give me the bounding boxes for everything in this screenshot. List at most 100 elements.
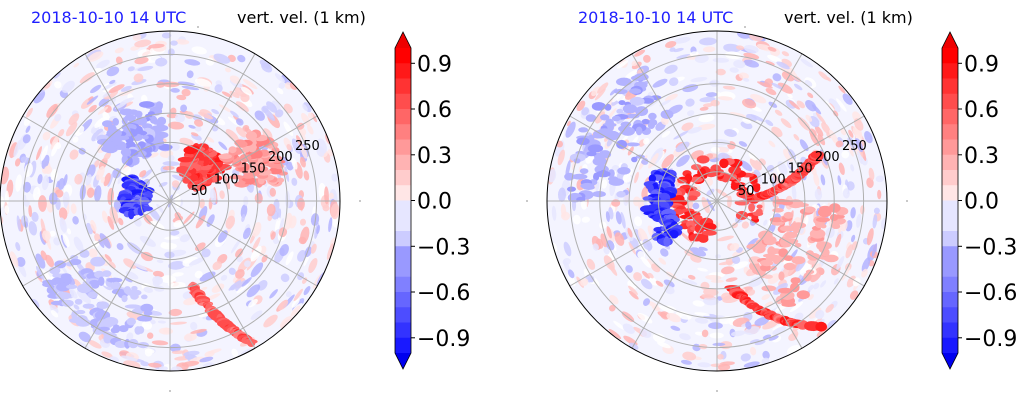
heatmap-cell bbox=[592, 134, 606, 139]
heatmap-cell bbox=[148, 43, 165, 49]
radial-tick-label: 250 bbox=[842, 139, 867, 154]
heatmap-cell bbox=[141, 94, 148, 103]
heatmap-cell bbox=[16, 256, 26, 267]
heatmap-cell bbox=[235, 101, 249, 112]
heatmap-cell bbox=[25, 125, 31, 133]
heatmap-cell bbox=[778, 271, 785, 281]
heatmap-cell bbox=[572, 214, 581, 225]
heatmap-cell bbox=[245, 131, 257, 141]
heatmap-cell bbox=[841, 150, 850, 159]
heatmap-cell bbox=[694, 54, 709, 63]
heatmap-cell bbox=[705, 92, 718, 98]
heatmap-cell bbox=[293, 288, 303, 302]
heatmap-cell bbox=[134, 56, 149, 65]
heatmap-cell bbox=[299, 156, 306, 168]
heatmap-cell bbox=[599, 221, 607, 230]
heatmap-cell bbox=[204, 350, 215, 358]
heatmap-cell bbox=[66, 284, 78, 289]
heatmap-cell bbox=[699, 96, 716, 103]
heatmap-cell bbox=[173, 220, 184, 228]
heatmap-cell bbox=[186, 70, 194, 79]
heatmap-cell bbox=[90, 84, 102, 94]
heatmap-cell bbox=[307, 112, 314, 119]
heatmap-cell bbox=[813, 172, 820, 187]
heatmap-cell bbox=[236, 126, 247, 138]
heatmap-cell bbox=[133, 217, 142, 227]
heatmap-cell bbox=[628, 285, 638, 295]
heatmap-cell bbox=[580, 278, 589, 287]
heatmap-cell bbox=[675, 141, 690, 153]
heatmap-cell bbox=[109, 79, 116, 85]
chart-panel-left: 2018-10-10 14 UTC vert. vel. (1 km) 50 10… bbox=[0, 8, 470, 392]
heatmap-cell bbox=[648, 112, 657, 120]
heatmap-cell bbox=[54, 72, 61, 79]
heatmap-cell bbox=[73, 236, 84, 252]
heatmap-cell bbox=[28, 205, 33, 218]
heatmap-cell bbox=[768, 335, 779, 341]
colorbar-segment bbox=[942, 154, 958, 171]
heatmap-cell bbox=[96, 59, 110, 69]
heatmap-cell bbox=[237, 54, 246, 63]
heatmap-cell bbox=[310, 243, 317, 254]
heatmap-cell bbox=[750, 346, 757, 356]
heatmap-cell bbox=[714, 254, 721, 259]
angular-tick-mark bbox=[169, 390, 171, 392]
heatmap-cell bbox=[721, 266, 735, 275]
heatmap-cell bbox=[696, 155, 710, 164]
chart-title-left: 2018-10-10 14 UTC bbox=[31, 8, 187, 27]
heatmap-cell bbox=[90, 256, 106, 267]
heatmap-cell bbox=[835, 140, 844, 148]
heatmap-cell bbox=[740, 353, 751, 362]
heatmap-cell bbox=[766, 164, 775, 173]
heatmap-cell bbox=[716, 146, 730, 153]
heatmap-cell bbox=[754, 316, 770, 326]
heatmap-cell bbox=[108, 84, 125, 94]
heatmap-cell bbox=[181, 360, 200, 367]
colorbar-segment bbox=[942, 307, 958, 323]
heatmap-cell bbox=[657, 311, 670, 319]
heatmap-cell bbox=[738, 72, 750, 80]
heatmap-cell bbox=[214, 84, 223, 93]
heatmap-cell bbox=[94, 116, 108, 128]
heatmap-cell bbox=[170, 281, 186, 290]
heatmap-cell bbox=[172, 272, 184, 277]
colorbar-segment bbox=[395, 63, 411, 79]
colorbar-tick-label: −0.6 bbox=[417, 281, 470, 306]
heatmap-cell bbox=[266, 203, 276, 217]
heatmap-cell bbox=[250, 310, 263, 320]
colorbar-extend-min bbox=[942, 353, 958, 369]
heatmap-cell bbox=[717, 235, 734, 242]
heatmap-cell bbox=[73, 62, 80, 68]
heatmap-cell bbox=[643, 137, 650, 145]
heatmap-cell bbox=[807, 92, 814, 99]
heatmap-cell bbox=[75, 318, 91, 327]
heatmap-cell bbox=[88, 96, 94, 101]
colorbar: −0.9 −0.6 −0.3 0.0 0.3 0.6 0.9 bbox=[394, 31, 470, 370]
heatmap-cell bbox=[616, 108, 624, 114]
heatmap-cell bbox=[101, 210, 109, 224]
heatmap-cell bbox=[240, 204, 248, 219]
colorbar-segment bbox=[395, 292, 411, 308]
heatmap-cell bbox=[673, 130, 689, 140]
heatmap-cell bbox=[725, 277, 738, 282]
heatmap-cell bbox=[756, 204, 763, 209]
heatmap-cell bbox=[119, 108, 134, 116]
colorbar-segment bbox=[395, 109, 411, 125]
heatmap-cell bbox=[98, 326, 110, 332]
radial-tick-label: 100 bbox=[761, 173, 786, 188]
heatmap-cell bbox=[772, 73, 782, 82]
heatmap-cell bbox=[567, 186, 576, 192]
heatmap-cell bbox=[748, 152, 758, 161]
heatmap-cell bbox=[307, 124, 314, 135]
heatmap-cell bbox=[88, 339, 102, 349]
heatmap-cell bbox=[100, 176, 106, 184]
heatmap-cell bbox=[152, 275, 163, 285]
heatmap-cell bbox=[729, 67, 739, 73]
colorbar-segment bbox=[942, 109, 958, 125]
heatmap-cell bbox=[35, 265, 45, 281]
heatmap-cell bbox=[586, 151, 597, 157]
heatmap-cell bbox=[687, 274, 696, 280]
heatmap-cell bbox=[657, 341, 671, 349]
colorbar-tick-label: 0.9 bbox=[417, 52, 452, 77]
heatmap-cell bbox=[66, 228, 72, 235]
